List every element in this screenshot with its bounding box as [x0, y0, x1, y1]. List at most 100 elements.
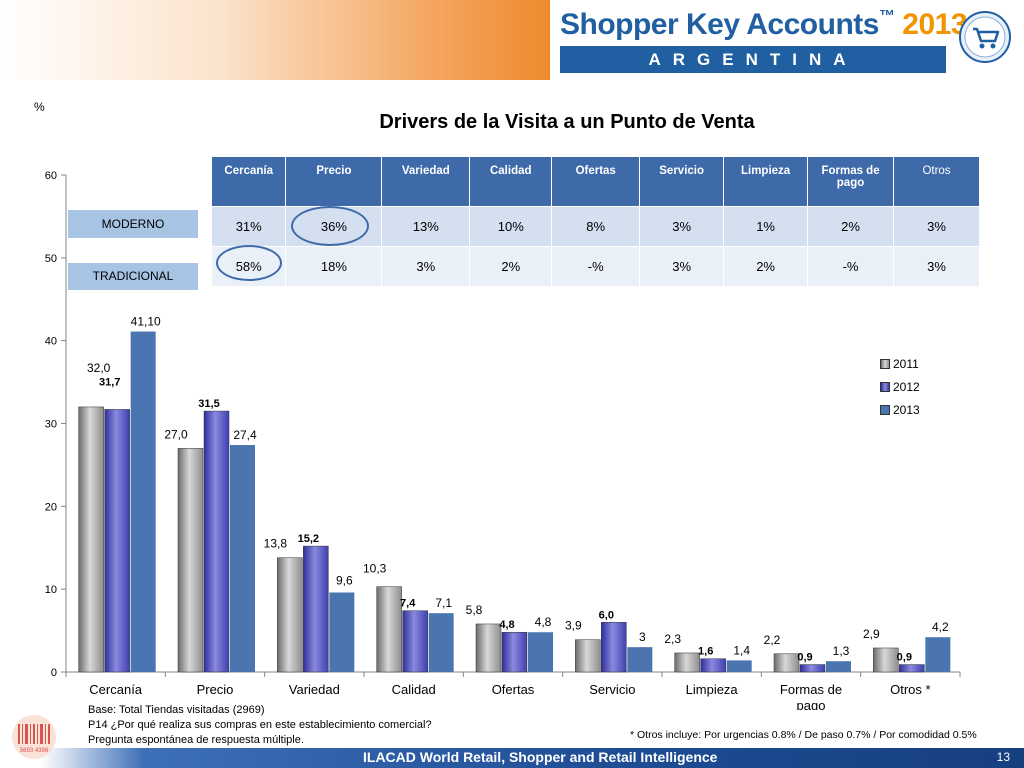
- bar: [303, 545, 329, 673]
- x-category-label: Calidad: [392, 682, 436, 697]
- x-category-label: Ofertas: [492, 682, 535, 697]
- data-label: 31,5: [198, 398, 219, 410]
- data-label: 10,3: [363, 562, 387, 576]
- data-label: 15,2: [298, 533, 319, 545]
- data-label: 1,3: [833, 644, 850, 658]
- page-title: Drivers de la Visita a un Punto de Venta: [379, 111, 755, 133]
- bar: [899, 664, 925, 673]
- legend-swatch: [880, 381, 890, 392]
- answer-type-note: Pregunta espontánea de respuesta múltipl…: [88, 734, 304, 746]
- table-cell: 18%: [285, 245, 383, 286]
- bar: [826, 661, 851, 672]
- header-gradient: [0, 0, 550, 80]
- table-cell: -%: [551, 245, 641, 286]
- y-tick-label: 60: [45, 170, 57, 182]
- data-label: 2,2: [764, 633, 781, 647]
- bar: [674, 652, 700, 673]
- table-cell: 8%: [551, 205, 641, 246]
- bar: [104, 409, 130, 673]
- table-cell: 3%: [639, 245, 725, 286]
- data-label: 41,10: [131, 315, 161, 329]
- x-category-label: Limpieza: [686, 682, 739, 697]
- legend-item: 2011: [880, 352, 920, 375]
- table-header: Limpieza: [723, 157, 809, 206]
- data-label: 3: [639, 630, 646, 644]
- data-label: 27,4: [233, 428, 257, 442]
- legend-label: 2011: [893, 356, 919, 371]
- legend-swatch: [880, 358, 890, 369]
- brand-country-bar: [560, 46, 946, 73]
- otros-footnote: * Otros incluye: Por urgencias 0.8% / De…: [630, 729, 977, 741]
- trademark-symbol: ™: [878, 8, 895, 25]
- bar: [329, 592, 355, 672]
- table-cell: 1%: [723, 205, 809, 246]
- bar: [203, 410, 230, 673]
- x-category-label: Otros *: [890, 682, 930, 697]
- table-header: Formas de pago: [807, 157, 894, 206]
- data-label: 6,0: [599, 609, 614, 621]
- data-label: 1,6: [698, 646, 713, 658]
- data-label: 1,4: [733, 643, 750, 657]
- data-label: 7,1: [435, 596, 452, 610]
- table-header: Variedad: [381, 157, 471, 206]
- y-tick-label: 0: [51, 667, 57, 679]
- channel-label-tradicional: TRADICIONAL: [68, 263, 198, 290]
- channel-label-moderno: MODERNO: [68, 210, 198, 238]
- bar: [501, 631, 528, 673]
- data-label: 4,8: [535, 615, 552, 629]
- table-cell: 31%: [212, 205, 287, 246]
- y-tick-label: 20: [45, 501, 57, 513]
- legend-swatch: [880, 404, 890, 415]
- table-cell: 2%: [469, 245, 553, 286]
- brand-title: Shopper Key Accounts™ 2013: [560, 8, 968, 41]
- table-cell: 3%: [893, 205, 980, 246]
- x-category-label: Variedad: [289, 682, 340, 697]
- data-label: 7,4: [400, 598, 416, 610]
- data-label: 9,6: [336, 573, 353, 587]
- table-header-row: Cercanía Precio Variedad Calidad Ofertas…: [212, 157, 980, 206]
- highlight-circle-cercania: [216, 245, 282, 281]
- table-header: Precio: [285, 157, 383, 206]
- header-band: [0, 0, 1024, 80]
- bar: [799, 664, 826, 673]
- table-cell: 2%: [723, 245, 809, 286]
- bar: [177, 448, 204, 673]
- footer-text: ILACAD World Retail, Shopper and Retail …: [363, 749, 718, 765]
- bar-chart: 010203040506032,031,741,10Cercanía27,031…: [45, 170, 961, 710]
- data-label: 32,0: [87, 361, 111, 375]
- x-category-label: Servicio: [589, 682, 635, 697]
- legend-item: 2012: [880, 375, 920, 398]
- bar: [376, 586, 402, 673]
- x-category-label: Precio: [197, 682, 234, 697]
- data-label: 2,3: [664, 632, 681, 646]
- bar: [402, 610, 428, 673]
- y-tick-label: 30: [45, 419, 57, 431]
- bar: [726, 660, 752, 672]
- data-label: 3,9: [565, 619, 582, 633]
- bar: [277, 557, 303, 673]
- data-label: 0,9: [897, 652, 912, 664]
- y-tick-label: 40: [45, 336, 57, 348]
- page-number: 13: [996, 750, 1010, 764]
- data-label: 4,2: [932, 620, 949, 634]
- data-label: 0,9: [797, 652, 812, 664]
- bar: [925, 637, 951, 672]
- data-label: 13,8: [264, 537, 288, 551]
- table-cell: 3%: [893, 245, 980, 286]
- table-row: 58% 18% 3% 2% -% 3% 2% -% 3%: [212, 245, 980, 286]
- bar: [700, 658, 726, 673]
- shopping-cart-icon: [959, 11, 1011, 63]
- chart-legend: 2011 2012 2013: [880, 352, 920, 421]
- bar: [428, 613, 454, 672]
- y-tick-label: 10: [45, 584, 57, 596]
- question-note: P14 ¿Por qué realiza sus compras en este…: [88, 719, 432, 731]
- brand-country: ARGENTINA: [648, 50, 858, 69]
- table-header: Ofertas: [551, 157, 641, 206]
- legend-item: 2013: [880, 398, 920, 421]
- barcode-logo-icon: 5693 4396: [12, 715, 56, 759]
- table-header: Calidad: [469, 157, 553, 206]
- table-cell: -%: [807, 245, 894, 286]
- bar: [601, 622, 627, 673]
- table-header: Servicio: [639, 157, 725, 206]
- table-cell: 3%: [639, 205, 725, 246]
